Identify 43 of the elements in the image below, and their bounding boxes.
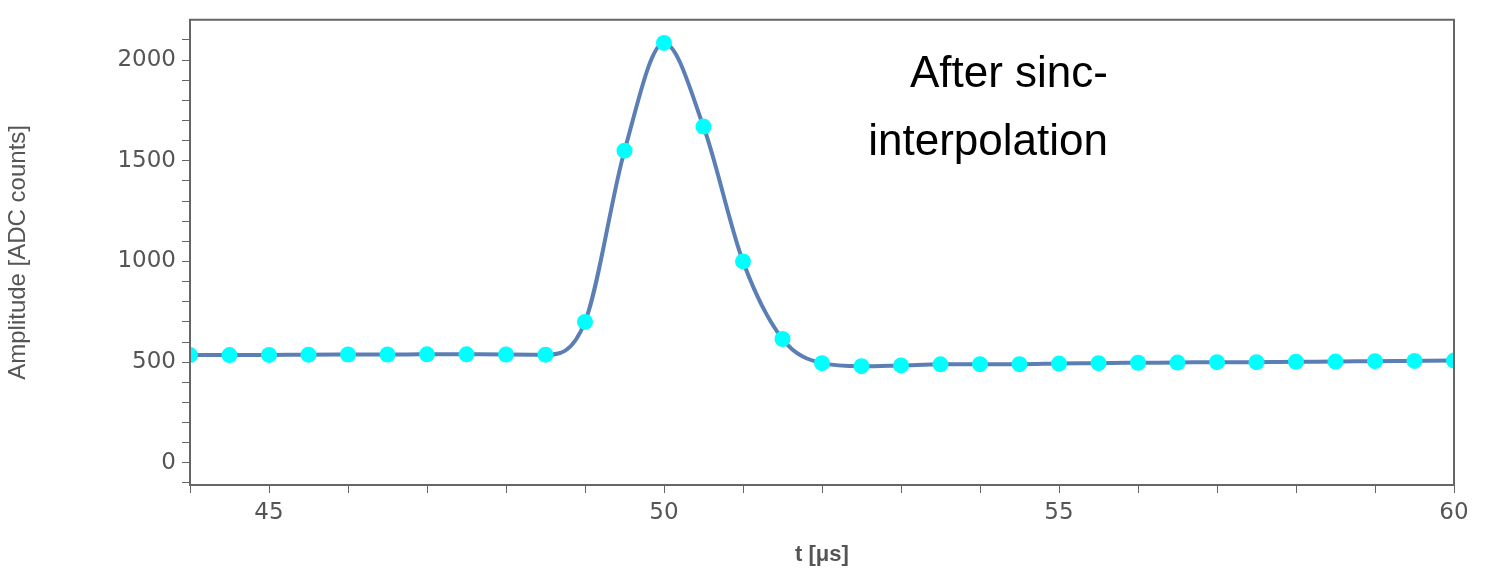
point [1209,354,1225,371]
y-tick-label: 1000 [117,246,176,273]
point [932,356,949,373]
x-tick-label: 50 [649,497,679,524]
point [577,313,593,330]
point [1288,353,1304,370]
point [853,358,870,375]
y-tick-label: 1500 [117,145,176,172]
y-tick-label: 500 [132,347,176,374]
point [379,346,396,363]
point [774,331,791,347]
point [340,346,356,363]
point [1406,352,1423,369]
x-axis-title: t [μs] [795,540,849,566]
point [1090,355,1107,372]
x-tick-label: 45 [254,497,284,524]
point [300,346,317,363]
point [1011,356,1028,373]
point [695,118,712,135]
point [656,34,672,51]
point [1169,354,1186,371]
point [1248,354,1265,371]
point [814,355,830,372]
point [537,346,554,363]
point [419,346,435,363]
point [616,142,633,159]
point [1327,353,1344,370]
point [1130,354,1146,371]
point [261,346,277,363]
x-tick-label: 60 [1439,497,1469,524]
point [458,346,475,363]
annotation: After sinc-interpolation [867,46,1108,166]
point [1051,355,1067,372]
point [735,253,751,270]
point [498,346,514,363]
y-tick-label: 0 [161,447,176,474]
y-axis-title: Amplitude [ADC counts] [3,125,31,380]
point [972,356,988,373]
point [221,347,238,364]
point [1367,353,1383,370]
y-tick-label: 2000 [117,45,176,72]
point [893,357,909,374]
x-tick-label: 55 [1044,497,1074,524]
